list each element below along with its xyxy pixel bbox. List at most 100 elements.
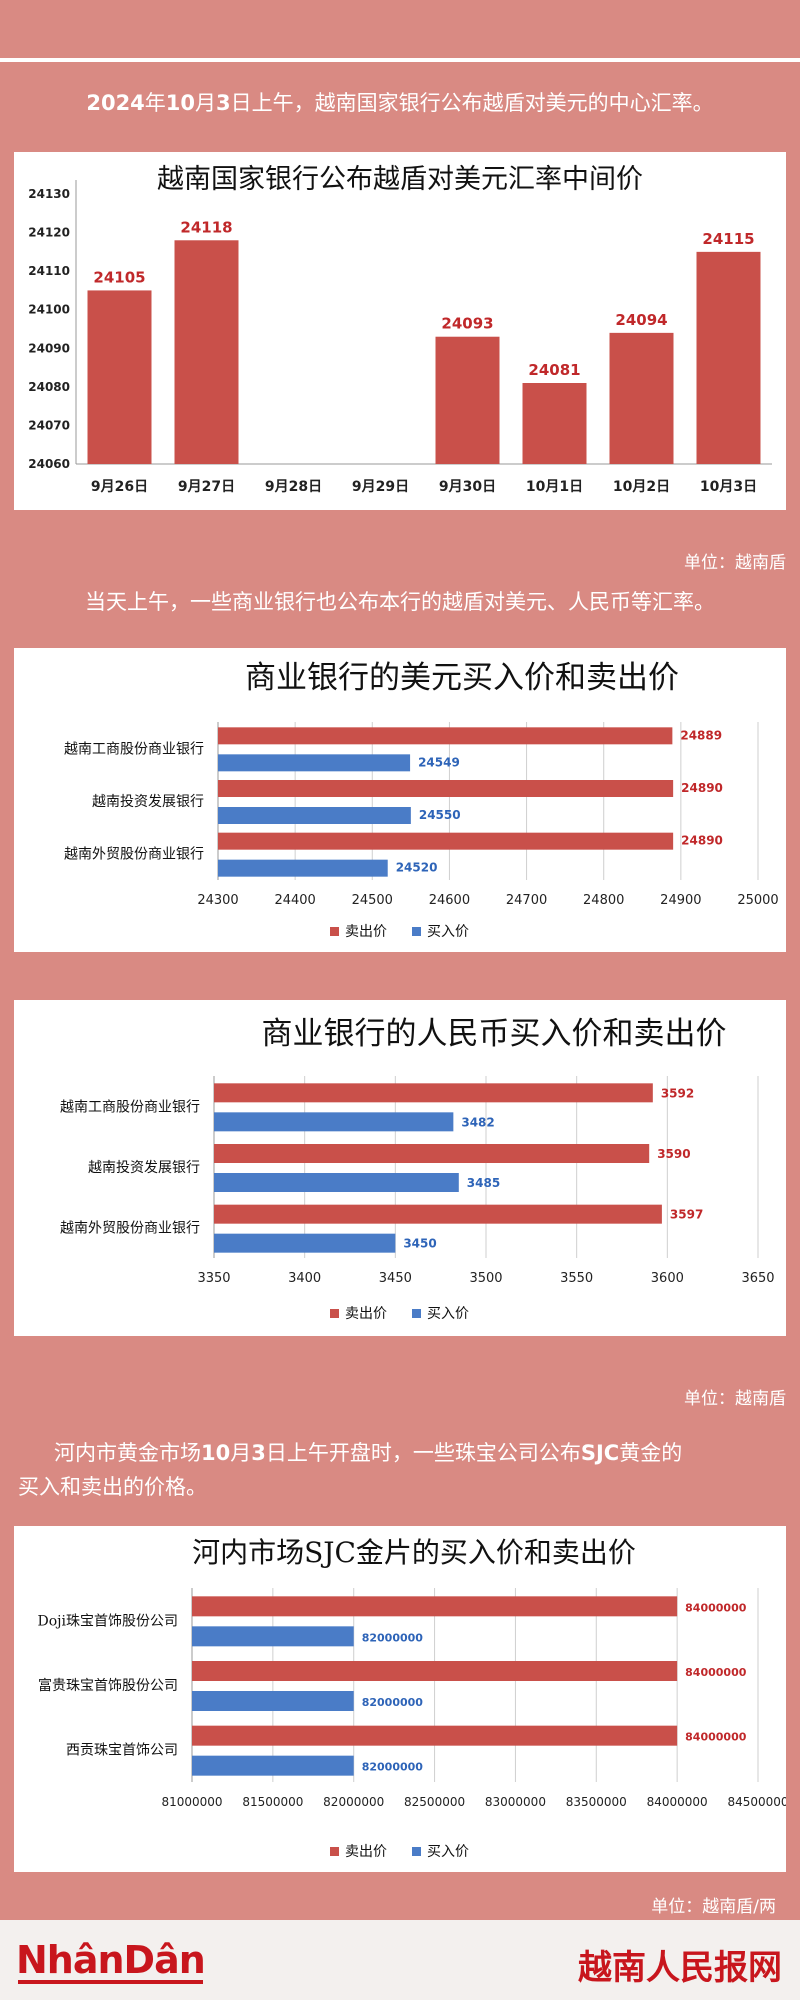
data-label: 24118: [180, 218, 232, 236]
chart-panel-usd: 商业银行的美元买入价和卖出价 24300 24400 24500 24600 24700 2…: [14, 648, 786, 952]
data-label: 84000000: [685, 1666, 747, 1679]
data-label: 82000000: [362, 1696, 424, 1709]
unit-label-1: 单位：越南盾: [684, 553, 786, 573]
chart-title: 商业银行的人民币买入价和卖出价: [262, 1016, 727, 1052]
x-tick-label: 82500000: [404, 1795, 465, 1809]
unit-label-3: 单位：越南盾/两: [651, 1897, 776, 1917]
bar-卖出价: [214, 1083, 653, 1103]
chart-central-rate: 越南国家银行公布越盾对美元汇率中间价 24060 24070 24080 24090 24…: [28, 164, 772, 495]
y-tick-label: 24100: [28, 303, 70, 317]
data-label: 24115: [702, 230, 754, 248]
category-label: 越南外贸股份商业银行: [60, 1221, 200, 1237]
legend-entry: 买入价: [427, 1844, 469, 1860]
legend-entry: 卖出价: [345, 1844, 387, 1860]
x-tick-label: 84000000: [647, 1795, 708, 1809]
x-tick-label: 82000000: [323, 1795, 384, 1809]
bar-买入价: [214, 1173, 459, 1192]
bar-卖出价: [192, 1725, 678, 1746]
x-tick-label: 24800: [583, 893, 624, 908]
bar-9月26日: [87, 290, 152, 464]
x-tick-label: 84500000: [727, 1795, 786, 1809]
data-label: 24093: [441, 315, 493, 333]
data-label: 24890: [681, 781, 723, 795]
y-tick-label: 24090: [28, 341, 70, 355]
bar-买入价: [218, 754, 411, 772]
chart-panel-central-rate: 越南国家银行公布越盾对美元汇率中间价 24060 24070 24080 24090 24…: [14, 152, 786, 510]
x-tick-label: 24700: [506, 893, 547, 908]
category-label: 越南外贸股份商业银行: [64, 847, 204, 863]
x-tick-label: 10月2日: [613, 479, 670, 495]
data-label: 24889: [680, 728, 722, 742]
x-tick-label: 10月1日: [526, 479, 583, 495]
y-tick-label: 24120: [28, 226, 70, 240]
bar-卖出价: [218, 780, 674, 797]
chart-usd-rates: 商业银行的美元买入价和卖出价 24300 24400 24500 24600 24700 2…: [64, 660, 779, 940]
legend-swatch: [412, 1309, 421, 1318]
category-label: 越南投资发展银行: [88, 1160, 200, 1176]
footer-bar: [0, 1920, 800, 2000]
x-tick-label: 9月29日: [352, 479, 409, 495]
bar-卖出价: [218, 727, 673, 745]
intro-paragraph: 2024年10月3日上午，越南国家银行公布越盾对美元的中心汇率。: [86, 91, 714, 115]
bar-买入价: [218, 807, 411, 824]
bar-买入价: [214, 1233, 396, 1253]
bar-10月2日: [609, 332, 674, 464]
data-label: 24549: [418, 755, 460, 769]
bar-卖出价: [192, 1661, 678, 1681]
x-tick-label: 3400: [288, 1271, 321, 1286]
data-label: 82000000: [362, 1761, 424, 1774]
legend-entry: 卖出价: [345, 924, 387, 940]
x-tick-label: 9月28日: [265, 479, 322, 495]
x-tick-label: 3350: [197, 1271, 230, 1286]
category-label: 越南工商股份商业银行: [64, 741, 204, 757]
data-label: 24105: [93, 268, 145, 286]
chart-cny-rates: 商业银行的人民币买入价和卖出价 3350 3400 3450 3500 3550 3600 3…: [60, 1016, 775, 1322]
data-label: 3450: [403, 1237, 436, 1251]
data-label: 3482: [461, 1115, 494, 1129]
bar-买入价: [214, 1112, 454, 1132]
x-tick-label: 24400: [274, 893, 315, 908]
x-tick-label: 3600: [651, 1271, 684, 1286]
bar-9月27日: [174, 240, 239, 464]
commercial-banks-paragraph: 当天上午，一些商业银行也公布本行的越盾对美元、人民币等汇率。: [85, 590, 715, 614]
data-label: 3590: [657, 1147, 690, 1161]
bar-10月1日: [522, 383, 587, 464]
category-label: Doji珠宝首饰股份公司: [38, 1613, 178, 1629]
bar-买入价: [192, 1626, 354, 1647]
x-tick-label: 9月30日: [439, 479, 496, 495]
data-label: 3597: [670, 1208, 703, 1222]
x-tick-label: 3500: [469, 1271, 502, 1286]
x-tick-label: 83000000: [485, 1795, 546, 1809]
data-label: 24094: [615, 311, 667, 329]
data-label: 84000000: [685, 1601, 747, 1614]
site-logo-text[interactable]: 越南人民报网: [578, 1948, 782, 1988]
x-tick-label: 3650: [741, 1271, 774, 1286]
bar-9月30日: [435, 336, 500, 464]
x-tick-label: 81500000: [242, 1795, 303, 1809]
y-tick-label: 24130: [28, 187, 70, 201]
x-tick-label: 24300: [197, 893, 238, 908]
data-label: 84000000: [685, 1731, 747, 1744]
bar-买入价: [192, 1691, 354, 1711]
legend-swatch: [412, 1847, 421, 1856]
legend-entry: 卖出价: [345, 1306, 387, 1322]
data-label: 3485: [467, 1176, 500, 1190]
legend-swatch: [412, 927, 421, 936]
chart-panel-gold: 河内市场SJC金片的买入价和卖出价 81000000 81500000 8200000…: [14, 1526, 786, 1872]
legend-entry: 买入价: [427, 1306, 469, 1322]
x-tick-label: 24900: [660, 893, 701, 908]
unit-label-2: 单位：越南盾: [684, 1389, 786, 1409]
bar-买入价: [192, 1755, 354, 1776]
x-tick-label: 3550: [560, 1271, 593, 1286]
nhandan-logo[interactable]: NhânDân: [16, 1938, 206, 1984]
data-label: 3592: [661, 1086, 694, 1100]
chart-gold-prices: 河内市场SJC金片的买入价和卖出价 81000000 81500000 8200000…: [38, 1536, 786, 1860]
category-label: 西贡珠宝首饰公司: [66, 1743, 178, 1759]
bar-卖出价: [214, 1144, 650, 1163]
y-tick-label: 24080: [28, 380, 70, 394]
bar-卖出价: [214, 1204, 662, 1224]
x-tick-label: 83500000: [566, 1795, 627, 1809]
chart-title: 越南国家银行公布越盾对美元汇率中间价: [157, 164, 643, 195]
data-label: 24550: [419, 808, 461, 822]
y-tick-label: 24070: [28, 418, 70, 432]
